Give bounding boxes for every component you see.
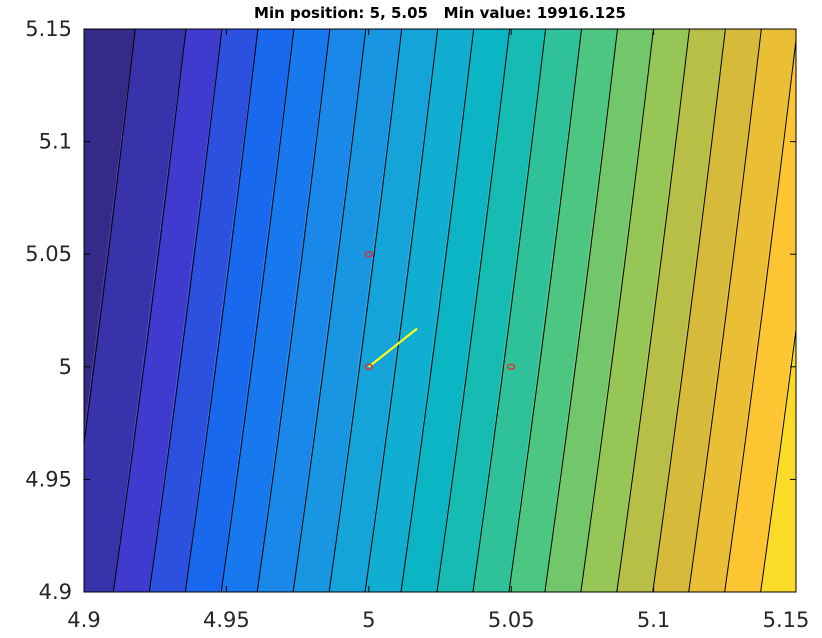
contour-line (184, 29, 259, 592)
contour-band (293, 29, 402, 592)
contour-line (472, 29, 547, 592)
x-tick-label: 5 (362, 608, 375, 632)
x-tick-label: 4.95 (203, 608, 250, 632)
contour-band (437, 29, 546, 592)
contour-band (616, 29, 726, 592)
contour-band (472, 29, 582, 592)
contour-line (84, 29, 136, 448)
y-axis-ticks: 4.9 4.95 5 5.05 5.1 5.15 (25, 17, 796, 604)
chart-title: Min position: 5, 5.05 Min value: 19916.1… (254, 4, 626, 22)
contour-band (329, 29, 438, 592)
y-tick-label: 5.05 (25, 242, 72, 266)
contour-band (365, 29, 474, 592)
contour-line (544, 29, 619, 592)
sample-point-marker (364, 363, 373, 370)
x-tick-label: 5.05 (488, 608, 535, 632)
contour-band (185, 29, 294, 592)
overlays (364, 250, 516, 370)
contour-band (796, 29, 822, 592)
contour-band (221, 29, 330, 592)
y-tick-label: 5.1 (39, 130, 72, 154)
contour-line (256, 29, 331, 592)
contour-band (688, 29, 796, 592)
contour-band (149, 29, 258, 592)
contour-line (580, 29, 654, 592)
contour-band (544, 29, 654, 592)
x-axis-ticks: 4.9 4.95 5 5.05 5.1 5.15 (67, 29, 809, 632)
contour-line (616, 29, 690, 592)
contour-line (508, 29, 583, 592)
contour-lines (84, 29, 796, 592)
contour-band (401, 29, 510, 592)
contour-line (112, 29, 187, 592)
x-tick-label: 5.1 (637, 608, 670, 632)
search-path (368, 327, 418, 368)
contour-band (508, 29, 618, 592)
sample-point-marker (364, 250, 373, 258)
contour-line (328, 29, 403, 592)
contour-band (113, 29, 222, 592)
contour-line (400, 29, 475, 592)
contour-band (760, 317, 796, 592)
contour-line (652, 29, 726, 592)
y-tick-label: 5.15 (25, 17, 72, 41)
y-tick-label: 4.95 (25, 467, 72, 491)
contour-line (760, 325, 796, 592)
y-tick-label: 5 (59, 355, 72, 379)
contour-line (436, 29, 511, 592)
contour-line (688, 29, 762, 592)
contour-line (148, 29, 223, 592)
contour-band (580, 29, 690, 592)
contour-band (724, 39, 796, 592)
contour-band (652, 29, 762, 592)
contour-line (795, 588, 796, 592)
y-tick-label: 4.9 (39, 580, 72, 604)
x-tick-label: 5.15 (763, 608, 810, 632)
contour-line (364, 29, 439, 592)
contour-band (84, 29, 186, 592)
axes-frame (83, 28, 797, 593)
contour-band (257, 29, 366, 592)
sample-point-marker (507, 363, 516, 370)
contour-bands (84, 29, 822, 592)
contour-line (724, 35, 796, 592)
x-tick-label: 4.9 (67, 608, 100, 632)
contour-line (220, 29, 295, 592)
contour-line (292, 29, 367, 592)
